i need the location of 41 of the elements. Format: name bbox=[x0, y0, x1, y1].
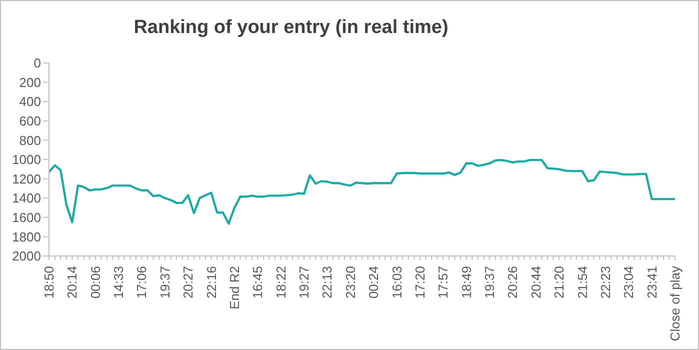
x-tick-label: 20:26 bbox=[505, 266, 520, 299]
x-tick-label: 22:13 bbox=[320, 266, 335, 299]
x-tick-label: 23:41 bbox=[644, 266, 660, 299]
x-tick-label: 20:27 bbox=[180, 266, 196, 299]
x-tick-label: 20:14 bbox=[64, 266, 80, 299]
y-tick-label: 600 bbox=[19, 114, 41, 129]
x-tick-label: 19:37 bbox=[482, 266, 498, 299]
x-tick-label: 17:06 bbox=[134, 266, 150, 299]
y-tick-label: 0 bbox=[34, 56, 41, 71]
x-tick-label: 19:27 bbox=[296, 266, 312, 299]
x-tick-label: 21:20 bbox=[552, 266, 567, 299]
x-tick-label: 22:16 bbox=[204, 266, 219, 299]
x-tick-label: 16:45 bbox=[250, 266, 266, 299]
y-tick-label: 200 bbox=[19, 74, 41, 90]
y-tick-label: 2000 bbox=[12, 248, 41, 264]
x-tick-label: 16:03 bbox=[389, 266, 404, 299]
x-tick-label: 17:20 bbox=[412, 266, 428, 299]
x-tick-label: 21:54 bbox=[574, 266, 590, 299]
x-tick-label: 18:22 bbox=[273, 266, 288, 299]
x-tick-label: 23:20 bbox=[342, 266, 358, 299]
x-tick-label: End R2 bbox=[226, 266, 242, 310]
x-tick-label: Close of play bbox=[668, 266, 682, 342]
y-tick-label: 1600 bbox=[12, 210, 41, 226]
x-tick-label: 00:06 bbox=[88, 266, 103, 299]
x-tick-label: 00:24 bbox=[366, 266, 382, 299]
y-tick-label: 800 bbox=[19, 132, 41, 148]
y-tick-label: 1200 bbox=[12, 171, 41, 186]
x-tick-label: 23:04 bbox=[621, 266, 636, 299]
y-tick-label: 400 bbox=[19, 94, 41, 110]
line-series bbox=[48, 158, 676, 225]
x-tick-label: 18:50 bbox=[42, 266, 56, 299]
y-tick-label: 1400 bbox=[12, 190, 41, 206]
x-tick-label: 20:44 bbox=[528, 266, 544, 299]
chart-title: Ranking of your entry (in real time) bbox=[132, 17, 450, 39]
x-tick-label: 22:23 bbox=[598, 266, 613, 299]
x-tick-label: 19:37 bbox=[157, 266, 172, 299]
x-tick-label: 18:49 bbox=[458, 266, 474, 299]
x-tick-label: 14:33 bbox=[111, 266, 126, 299]
y-tick-label: 1000 bbox=[12, 152, 41, 168]
x-tick-label: 17:57 bbox=[436, 266, 451, 299]
y-tick-label: 1800 bbox=[12, 229, 41, 244]
